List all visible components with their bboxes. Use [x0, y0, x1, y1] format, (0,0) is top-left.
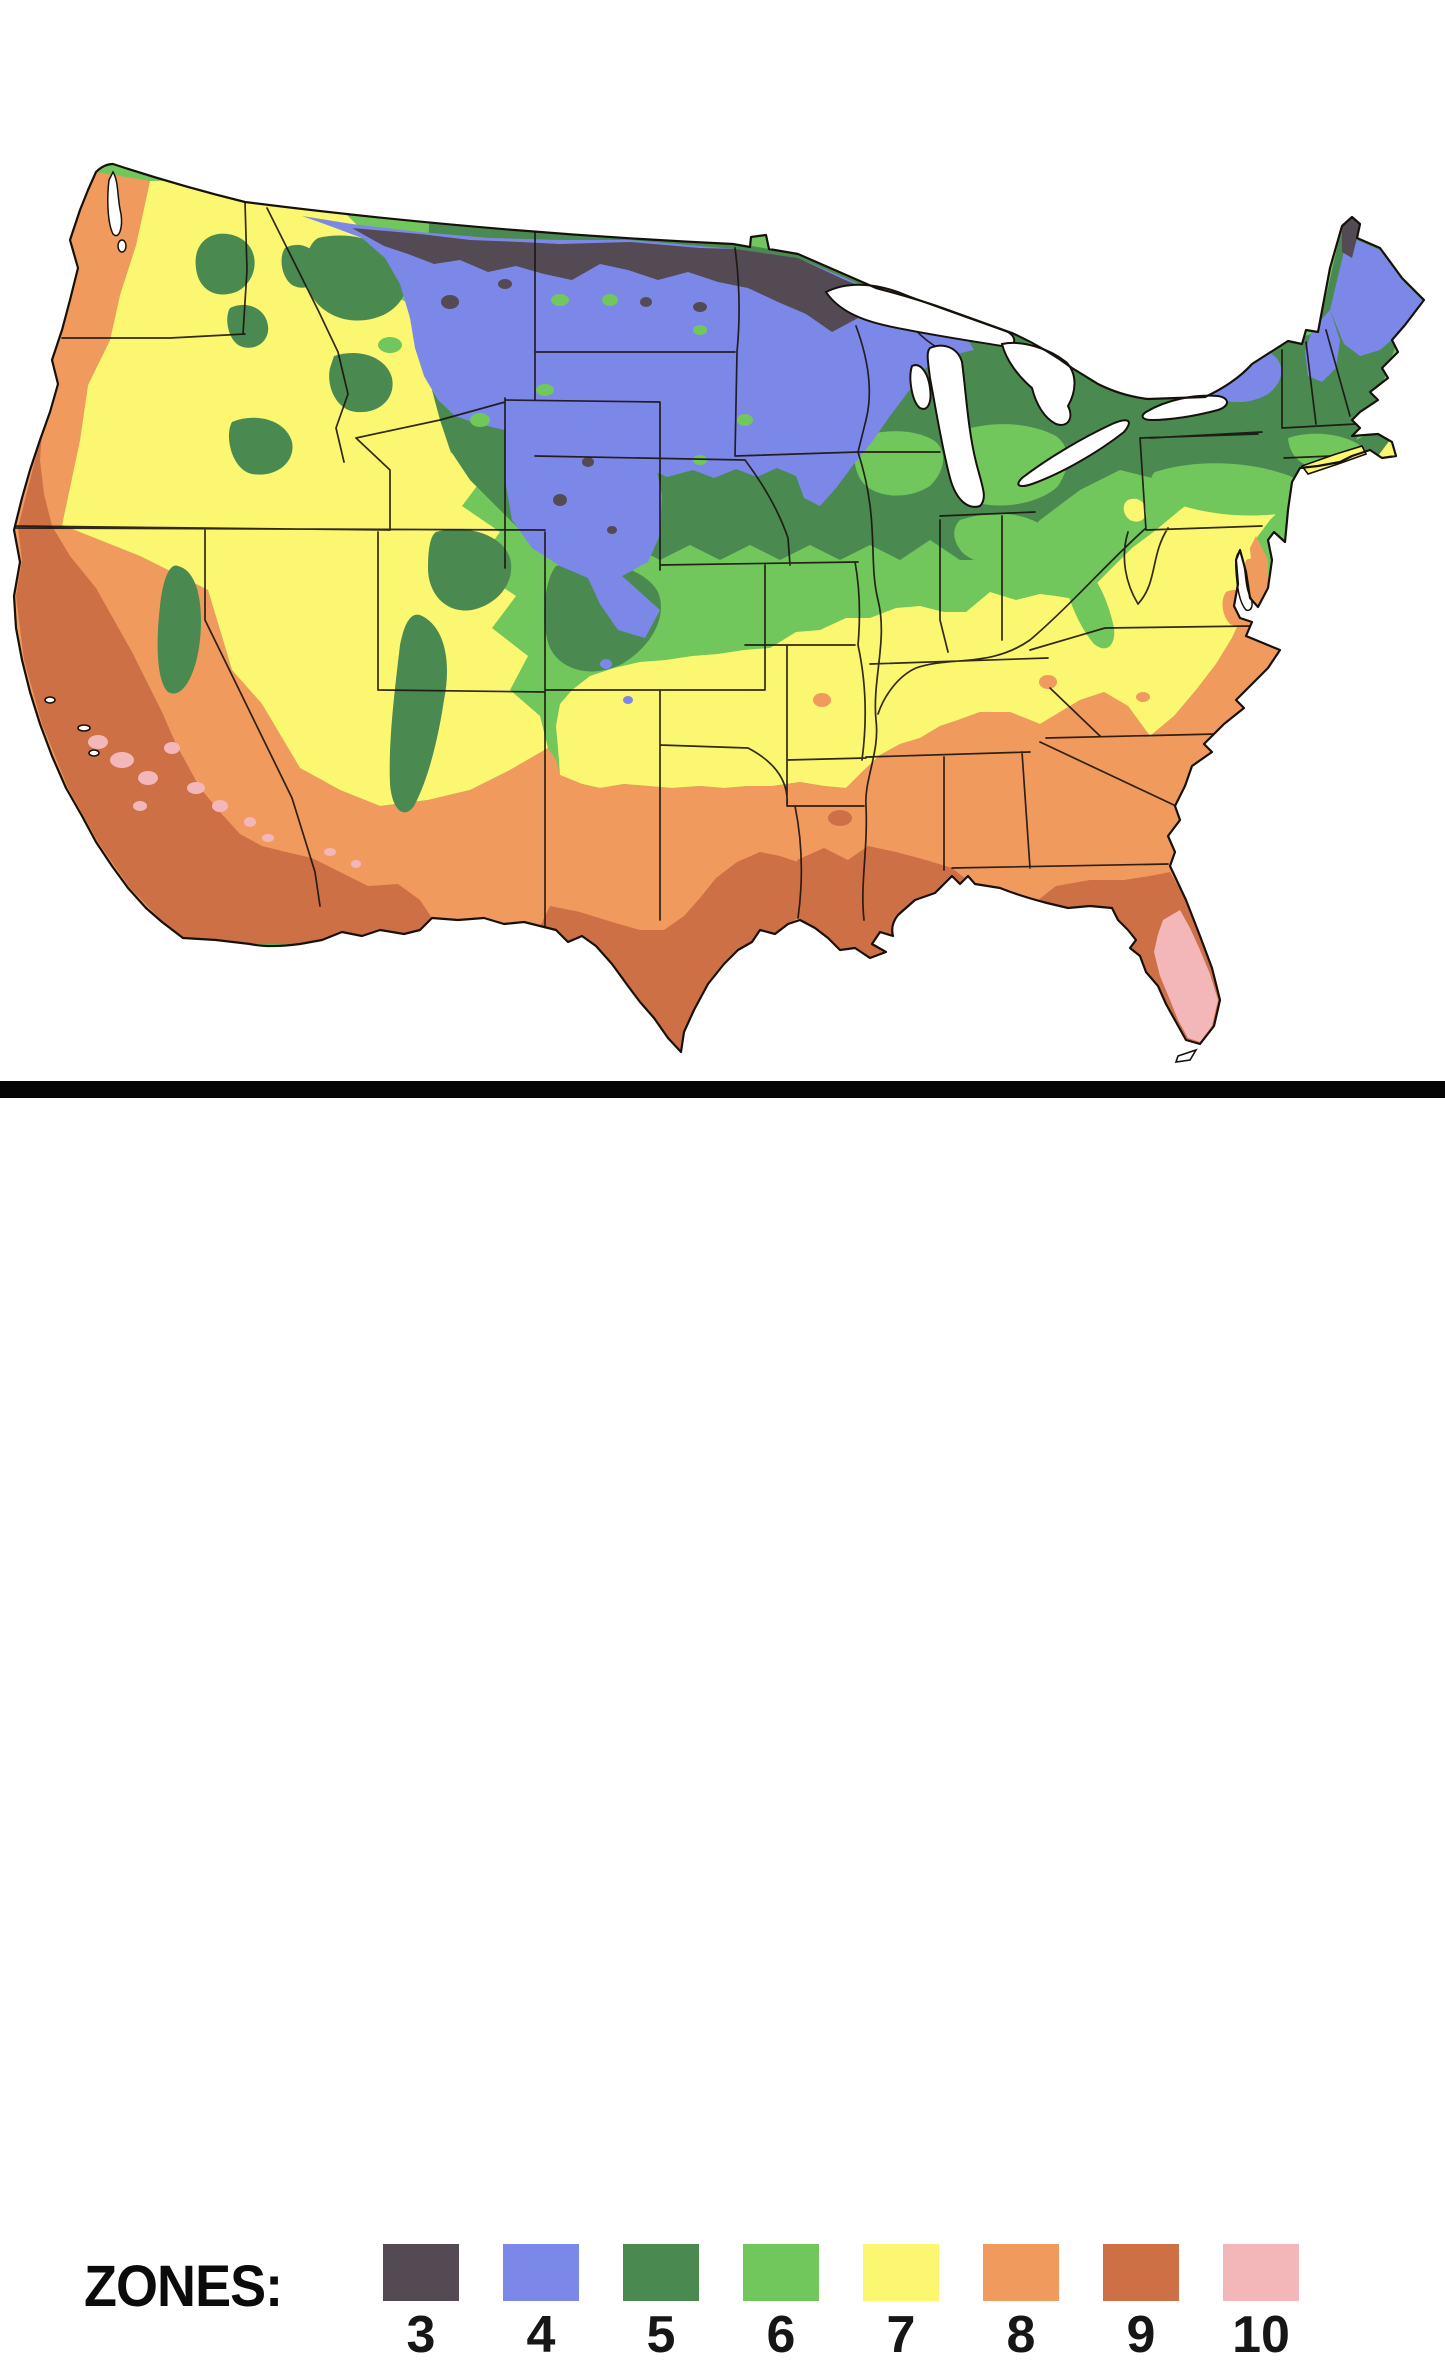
channel-island [88, 749, 100, 757]
zone-9-swatch [1103, 2244, 1179, 2301]
zone-10-layer [88, 735, 1218, 1042]
divider-bar [0, 1081, 1445, 1098]
zone-3-swatch [383, 2244, 459, 2301]
page: ZONES: 3 4 5 6 7 8 9 10 [0, 162, 1445, 2364]
zone-5-swatch [623, 2244, 699, 2301]
state-borders [14, 201, 1357, 931]
zone-8-swatch [983, 2244, 1059, 2301]
zone-10-number: 10 [1232, 2306, 1290, 2364]
zone-10-swatch [1223, 2244, 1299, 2301]
zone-3-number: 3 [406, 2306, 436, 2364]
zone-5-number: 5 [646, 2306, 676, 2364]
lake-superior [824, 283, 1016, 348]
lake-michigan [926, 344, 985, 508]
us-hardiness-map [12, 162, 1426, 1063]
zone-9-layer [16, 432, 1220, 1052]
zone-7-swatch [863, 2244, 939, 2301]
great-lakes [824, 283, 1228, 508]
zone-3-layer [352, 217, 1360, 534]
green-bay [909, 364, 932, 410]
zone-6-plains-spots [378, 294, 753, 465]
zone-6-number: 6 [766, 2306, 796, 2364]
zone-8-number: 8 [1006, 2306, 1036, 2364]
puget-inlet [117, 239, 127, 253]
zone-9-number: 9 [1126, 2306, 1156, 2364]
channel-island [77, 724, 91, 732]
islands [44, 696, 1198, 1063]
us-outline [12, 162, 1426, 1054]
lake-erie [1017, 419, 1130, 487]
legend-label: ZONES: [84, 2254, 283, 2319]
zone-4-number: 4 [526, 2306, 556, 2364]
lake-huron [1000, 342, 1076, 426]
puget-sound [107, 170, 123, 237]
zone-6-swatch [743, 2244, 819, 2301]
florida-keys [1174, 1048, 1198, 1063]
zone-7-number: 7 [886, 2306, 916, 2364]
zones-legend: ZONES: 3 4 5 6 7 8 9 10 [0, 1100, 1445, 2364]
channel-island [44, 696, 56, 704]
zone-4-swatch [503, 2244, 579, 2301]
